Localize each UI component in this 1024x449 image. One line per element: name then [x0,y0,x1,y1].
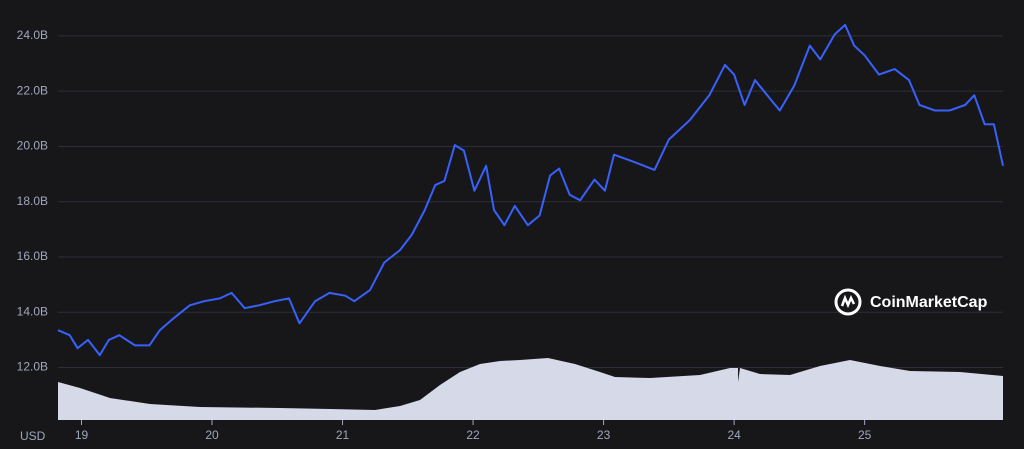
volume-area [58,358,1003,420]
y-tick-label: 12.0B [17,360,48,374]
y-tick-label: 16.0B [17,249,48,263]
x-tick-label: 25 [858,428,872,442]
y-tick-label: 20.0B [17,139,48,153]
y-unit-label: USD [20,429,46,443]
x-tick-label: 19 [75,428,89,442]
x-tick-label: 22 [466,428,480,442]
x-tick-label: 24 [727,428,741,442]
y-tick-label: 22.0B [17,83,48,97]
x-tick-label: 21 [336,428,350,442]
y-tick-label: 24.0B [17,28,48,42]
price-line [57,23,1004,357]
x-tick-label: 20 [205,428,219,442]
watermark [834,288,862,316]
watermark-logo [834,288,862,316]
y-tick-label: 18.0B [17,194,48,208]
watermark-logo-mark [840,294,856,309]
x-tick-label: 23 [597,428,611,442]
y-tick-label: 14.0B [17,304,48,318]
watermark-text: CoinMarketCap [870,294,988,311]
